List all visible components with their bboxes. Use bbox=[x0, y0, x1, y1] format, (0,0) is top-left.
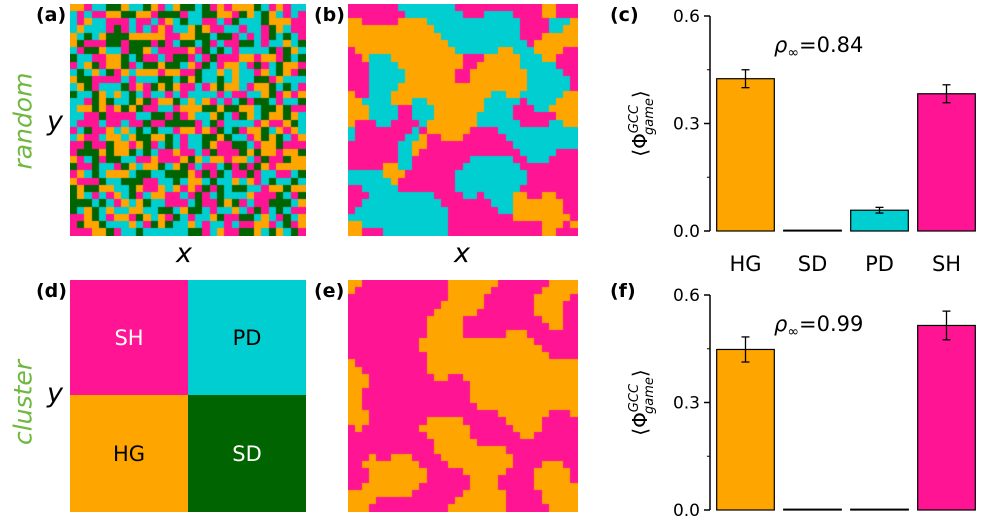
bar-sd bbox=[783, 508, 842, 511]
bar-chart-f: 0.0 0.3 0.6 ⟨ΦGCCgame⟩ ρ∞=0.99 bbox=[627, 286, 976, 519]
quadrant-sd: SD bbox=[188, 395, 306, 512]
quadrant-pd: PD bbox=[188, 280, 306, 395]
lattice-a-y-label: y bbox=[47, 106, 63, 137]
row-label-random: random bbox=[8, 72, 38, 170]
quadrant-hg-label: HG bbox=[112, 441, 146, 466]
quadrant-sh-label: SH bbox=[114, 325, 144, 350]
y-tick-label: 0.0 bbox=[673, 222, 700, 242]
y-tick-label: 0.6 bbox=[673, 7, 700, 27]
lattice-a-x-label: x bbox=[176, 238, 192, 269]
lattice-cluster-initial: SH PD HG SD bbox=[70, 280, 306, 512]
y-axis-label: ⟨ΦGCCgame⟩ bbox=[627, 369, 657, 435]
bar-sd bbox=[783, 229, 842, 232]
bar-pd bbox=[850, 508, 909, 511]
bar-hg bbox=[716, 348, 775, 511]
bar-sh bbox=[917, 93, 976, 232]
svg-text:⟨ΦGCCgame⟩: ⟨ΦGCCgame⟩ bbox=[627, 369, 657, 435]
y-axis-label: ⟨ΦGCCgame⟩ bbox=[627, 90, 657, 156]
bar-chart-c: 0.0 0.3 0.6 HG SD PD SH ⟨ΦGCCgame⟩ ρ∞=0.84 bbox=[627, 7, 976, 276]
panel-label-f: (f) bbox=[610, 280, 636, 302]
y-tick-label: 0.0 bbox=[673, 501, 700, 519]
rho-annotation: ρ∞=0.84 bbox=[774, 33, 863, 61]
y-tick-label: 0.6 bbox=[673, 286, 700, 306]
lattice-cluster-final bbox=[348, 280, 578, 512]
bar-hg bbox=[716, 78, 775, 232]
quadrant-sd-label: SD bbox=[232, 441, 262, 466]
quadrant-hg: HG bbox=[70, 395, 188, 512]
bar-sh bbox=[917, 324, 976, 511]
x-tick-label-pd: PD bbox=[865, 252, 894, 276]
x-tick-label-sh: SH bbox=[932, 252, 961, 276]
rho-annotation: ρ∞=0.99 bbox=[774, 312, 863, 340]
quadrant-sh: SH bbox=[70, 280, 188, 395]
panel-label-c: (c) bbox=[610, 4, 639, 26]
panel-label-b: (b) bbox=[314, 4, 345, 26]
svg-text:⟨ΦGCCgame⟩: ⟨ΦGCCgame⟩ bbox=[627, 90, 657, 156]
x-tick-label-sd: SD bbox=[798, 252, 828, 276]
lattice-random-final bbox=[348, 4, 578, 236]
y-tick-label: 0.3 bbox=[673, 394, 700, 414]
lattice-random-initial bbox=[70, 4, 306, 236]
quadrant-pd-label: PD bbox=[232, 325, 262, 350]
row-label-cluster: cluster bbox=[8, 359, 38, 446]
panel-label-e: (e) bbox=[314, 280, 345, 302]
y-tick-label: 0.3 bbox=[673, 115, 700, 135]
lattice-d-y-label: y bbox=[47, 378, 63, 409]
x-tick-label-hg: HG bbox=[729, 252, 761, 276]
panel-label-a: (a) bbox=[36, 4, 67, 26]
lattice-b-x-label: x bbox=[454, 238, 470, 269]
panel-label-d: (d) bbox=[36, 280, 67, 302]
